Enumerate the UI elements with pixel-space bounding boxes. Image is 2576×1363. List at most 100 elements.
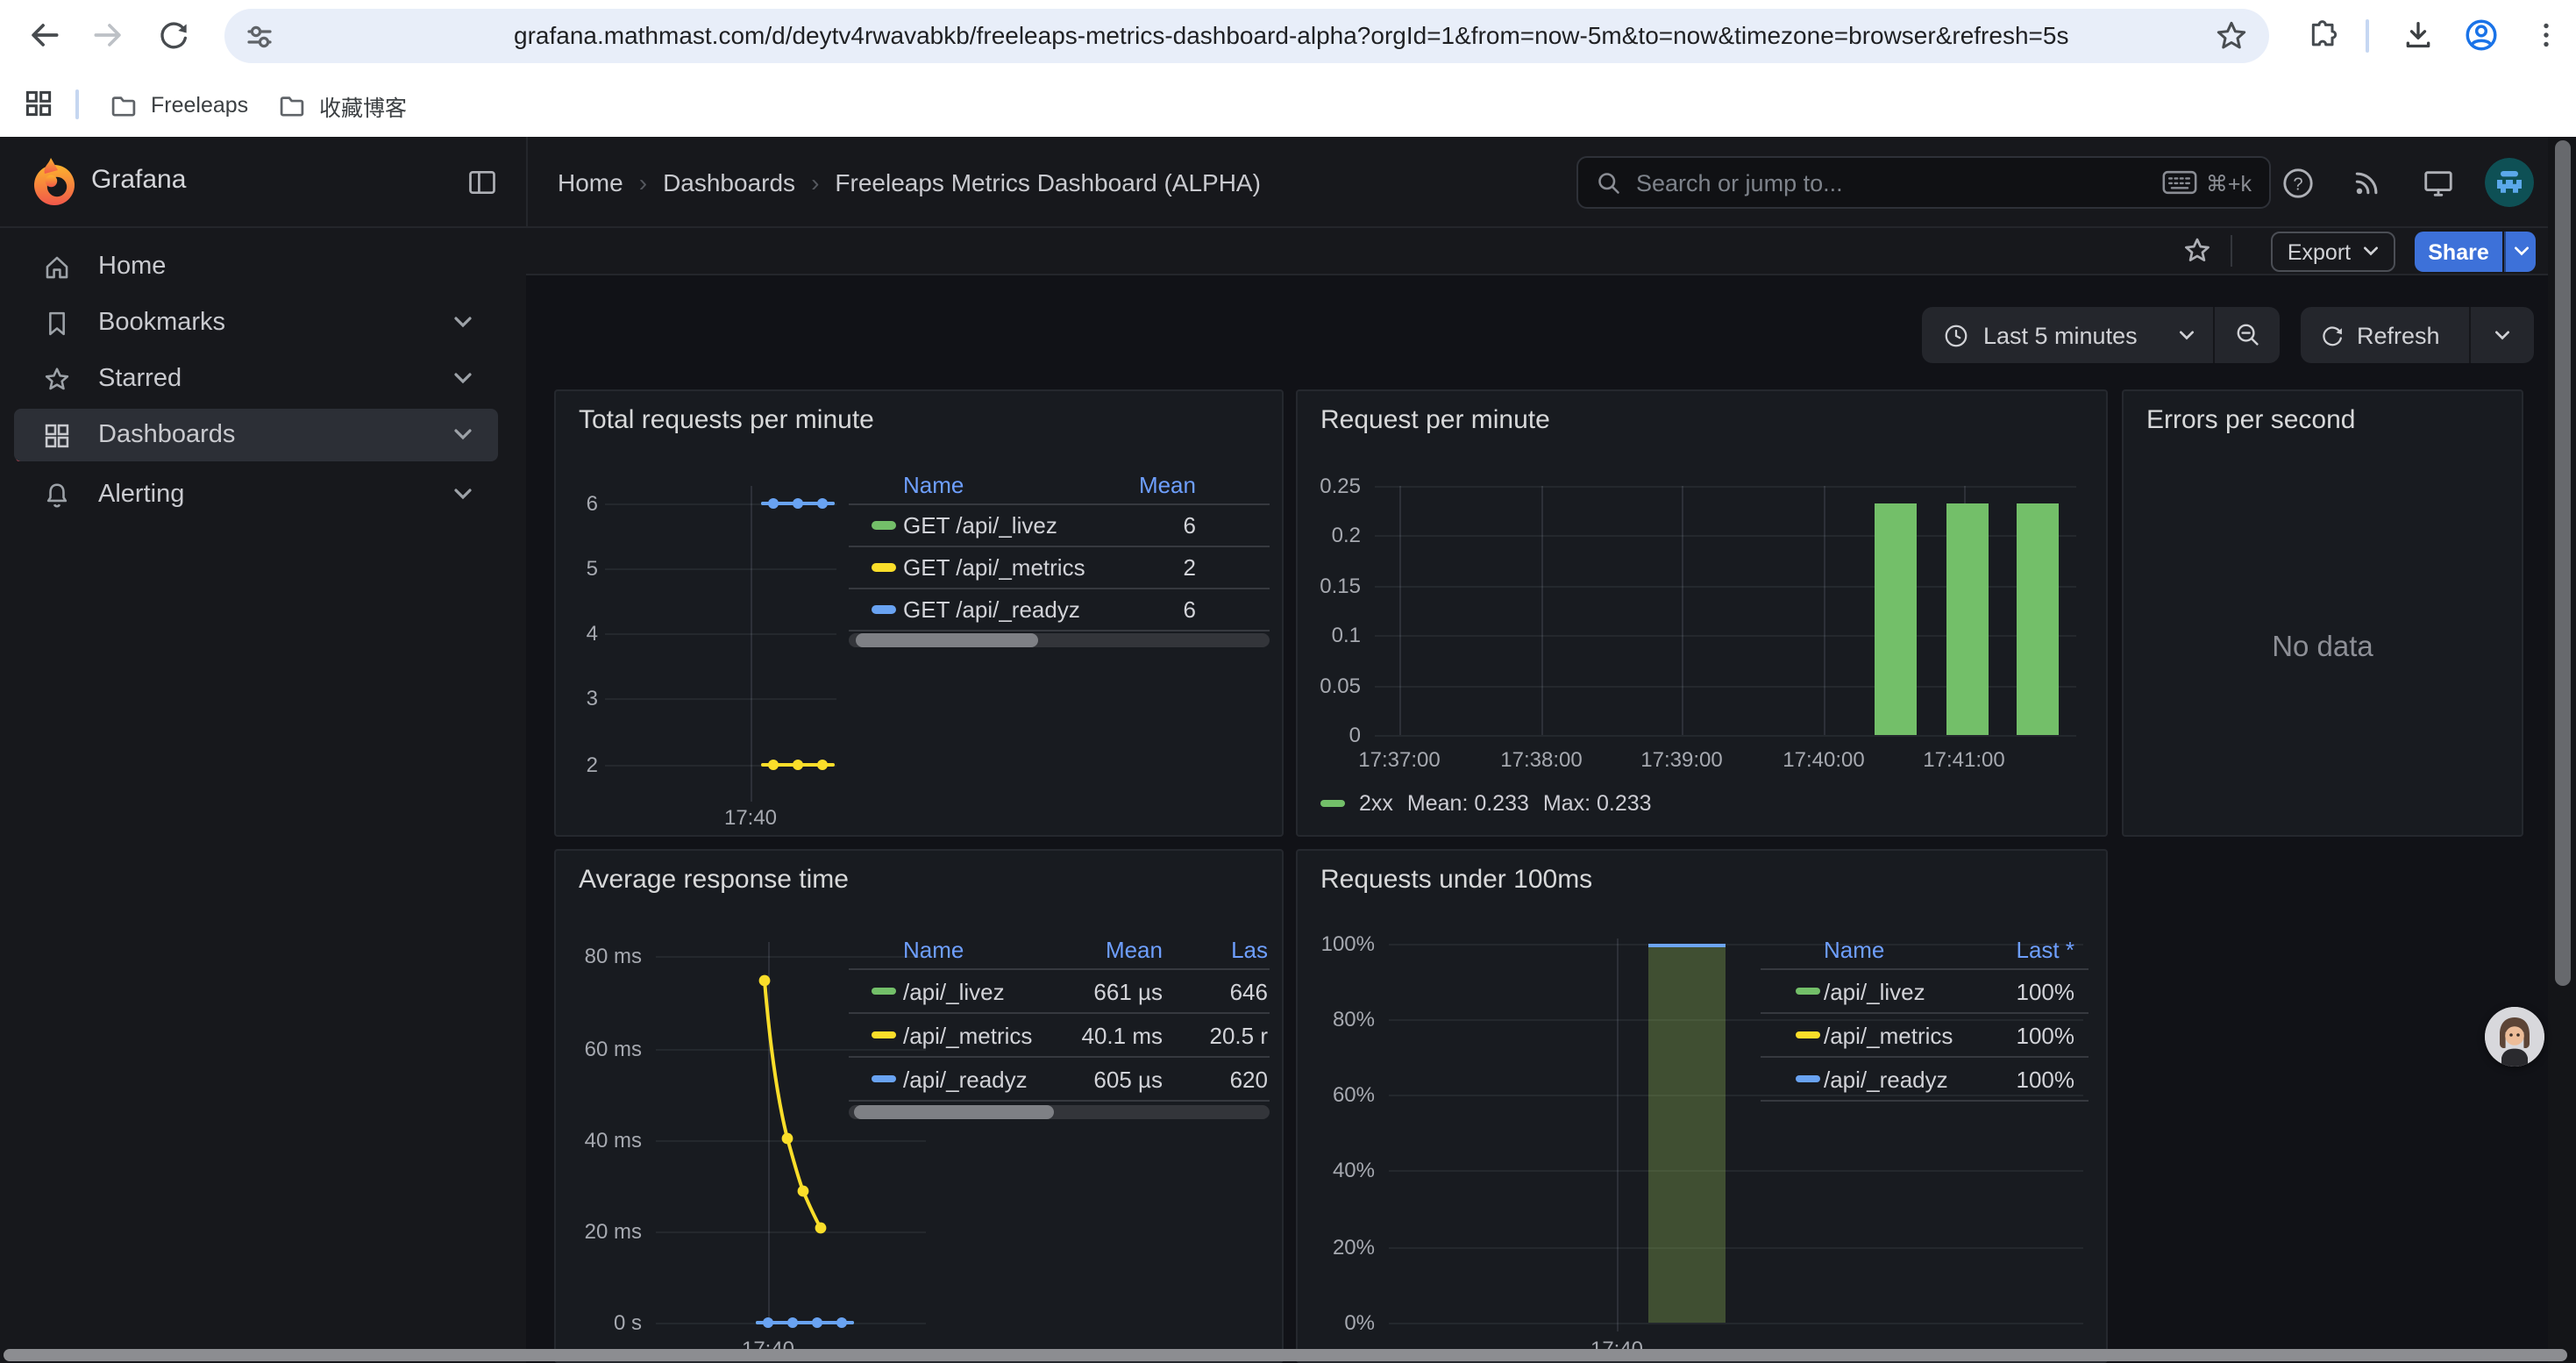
y-tick-label: 60%: [1301, 1082, 1375, 1107]
vertical-scrollbar-thumb[interactable]: [2555, 140, 2571, 986]
bookmark-icon: [42, 308, 72, 338]
h-gridline: [1389, 1323, 2083, 1324]
chevron-down-icon[interactable]: [2178, 329, 2195, 341]
chevron-down-icon[interactable]: [452, 372, 473, 386]
bookmark-folder-blogs[interactable]: 收藏博客: [267, 84, 417, 126]
sidebar-item-home[interactable]: Home: [14, 240, 498, 293]
sidebar-item-dashboards[interactable]: Dashboards: [14, 409, 498, 461]
refresh-label[interactable]: Refresh: [2357, 322, 2469, 348]
series-color-pill: [872, 1031, 896, 1039]
legend-header-last[interactable]: Last *: [1987, 936, 2074, 962]
dock-menu-button[interactable]: [459, 160, 505, 205]
sidebar: Home Bookmarks Starred Dashboards Alerti…: [0, 228, 526, 1363]
chevron-down-icon[interactable]: [452, 316, 473, 330]
help-button[interactable]: ?: [2274, 160, 2320, 205]
y-tick-label: 0.2: [1301, 524, 1361, 548]
brand-name[interactable]: Grafana: [91, 165, 186, 195]
share-menu-button[interactable]: [2504, 232, 2536, 272]
x-tick-label: 17:40:00: [1762, 747, 1885, 772]
user-avatar-icon: [2485, 158, 2534, 207]
floating-assistant-avatar[interactable]: [2485, 1007, 2544, 1067]
horizontal-scrollbar-thumb[interactable]: [4, 1349, 2567, 1361]
chevron-down-icon[interactable]: [452, 488, 473, 502]
header-divider: [526, 137, 528, 228]
legend-header-mean[interactable]: Mean: [1057, 936, 1163, 962]
legend-header-row[interactable]: Name Mean: [849, 465, 1270, 505]
url-bar[interactable]: grafana.mathmast.com/d/deytv4rwavabkb/fr…: [224, 9, 2269, 63]
time-range-label[interactable]: Last 5 minutes: [1983, 322, 2178, 348]
legend-row[interactable]: /api/_livez100%: [1761, 970, 2089, 1014]
refresh-interval-button[interactable]: [2471, 329, 2534, 341]
v-gridline: [1541, 486, 1543, 735]
kiosk-mode-button[interactable]: [2415, 160, 2460, 205]
legend-row[interactable]: GET /api/_metrics2: [849, 547, 1270, 589]
sidebar-item-starred[interactable]: Starred: [14, 353, 498, 405]
legend-row[interactable]: /api/_readyz100%: [1761, 1058, 2089, 1102]
favorite-star-icon[interactable]: [2181, 235, 2213, 267]
search-input[interactable]: Search or jump to... ⌘+k: [1576, 156, 2271, 209]
legend-row[interactable]: /api/_metrics100%: [1761, 1014, 2089, 1058]
breadcrumb-dashboards[interactable]: Dashboards: [663, 168, 795, 196]
bookmark-star-icon[interactable]: [2213, 18, 2250, 54]
panel-title[interactable]: Requests under 100ms: [1320, 865, 1592, 895]
legend-header-name[interactable]: Name: [1824, 936, 1884, 962]
panel-request-per-minute[interactable]: Request per minute 0.250.20.150.10.05017…: [1296, 389, 2108, 837]
reload-button[interactable]: [149, 11, 198, 60]
bookmarks-bar: Freeleaps 收藏博客: [0, 72, 2576, 137]
legend-header-row[interactable]: Name Last *: [1761, 930, 2089, 970]
export-button[interactable]: Export: [2271, 232, 2395, 272]
profile-button[interactable]: [2457, 11, 2506, 60]
bookmark-label: Freeleaps: [151, 93, 248, 118]
series-color-pill: [872, 606, 896, 614]
legend-row[interactable]: /api/_metrics40.1 ms20.5 r: [849, 1014, 1270, 1058]
legend-table: Name Mean Las/api/_livez661 µs646/api/_met…: [849, 930, 1270, 1102]
panel-title[interactable]: Request per minute: [1320, 405, 1550, 435]
extensions-button[interactable]: [2299, 11, 2348, 60]
panel-average-response-time[interactable]: Average response time 80 ms60 ms40 ms20 …: [554, 849, 1284, 1363]
legend-header-name[interactable]: Name: [903, 471, 964, 497]
legend-row[interactable]: /api/_readyz605 µs620: [849, 1058, 1270, 1102]
site-controls-icon[interactable]: [242, 18, 277, 54]
downloads-button[interactable]: [2394, 11, 2443, 60]
legend-value-last: 100%: [1987, 1066, 2074, 1092]
legend[interactable]: 2xxMean: 0.233Max: 0.233: [1320, 791, 1652, 816]
share-button[interactable]: Share: [2415, 232, 2502, 272]
legend-row[interactable]: GET /api/_livez6: [849, 505, 1270, 547]
chevron-down-icon[interactable]: [452, 428, 473, 442]
legend-series-name: /api/_readyz: [903, 1066, 1028, 1092]
sidebar-item-alerting[interactable]: Alerting: [14, 468, 498, 521]
legend-row[interactable]: /api/_livez661 µs646: [849, 970, 1270, 1014]
breadcrumb-home[interactable]: Home: [558, 168, 623, 196]
legend-row[interactable]: GET /api/_readyz6: [849, 589, 1270, 632]
legend-series-name: GET /api/_readyz: [903, 596, 1080, 623]
zoom-out-button[interactable]: [2215, 321, 2280, 349]
grafana-logo[interactable]: [30, 156, 79, 209]
y-tick-label: 0.05: [1301, 673, 1361, 697]
legend-scrollbar-thumb[interactable]: [856, 633, 1038, 647]
bookmark-folder-freeleaps[interactable]: Freeleaps: [98, 84, 259, 126]
legend-header-name[interactable]: Name: [903, 936, 964, 962]
url-text[interactable]: grafana.mathmast.com/d/deytv4rwavabkb/fr…: [514, 9, 2250, 63]
y-tick-label: 0: [1301, 723, 1361, 747]
x-tick-label: 17:41:00: [1903, 747, 2025, 772]
no-data-message: No data: [2124, 632, 2522, 665]
profile-icon: [2462, 16, 2501, 54]
sidebar-item-label: Alerting: [98, 481, 452, 509]
forward-button[interactable]: [84, 11, 133, 60]
back-button[interactable]: [19, 11, 68, 60]
panel-total-requests[interactable]: Total requests per minute 6543217:40Name…: [554, 389, 1284, 837]
sidebar-item-bookmarks[interactable]: Bookmarks: [14, 296, 498, 349]
user-avatar[interactable]: [2485, 158, 2534, 207]
legend-header-row[interactable]: Name Mean Las: [849, 930, 1270, 970]
y-tick-label: 100%: [1301, 931, 1375, 956]
panel-requests-under-100ms[interactable]: Requests under 100ms 100%80%60%40%20%0%1…: [1296, 849, 2108, 1363]
legend-scrollbar-thumb[interactable]: [854, 1105, 1054, 1119]
legend-series-name: GET /api/_metrics: [903, 554, 1085, 581]
apps-shortcut-button[interactable]: [14, 79, 63, 128]
panel-title[interactable]: Errors per second: [2146, 405, 2355, 435]
browser-menu-button[interactable]: [2522, 11, 2571, 60]
legend-header-last[interactable]: Las: [1194, 936, 1268, 962]
panel-errors-per-second[interactable]: Errors per second No data: [2122, 389, 2523, 837]
legend-header-mean[interactable]: Mean: [1108, 471, 1196, 497]
news-button[interactable]: [2345, 160, 2390, 205]
